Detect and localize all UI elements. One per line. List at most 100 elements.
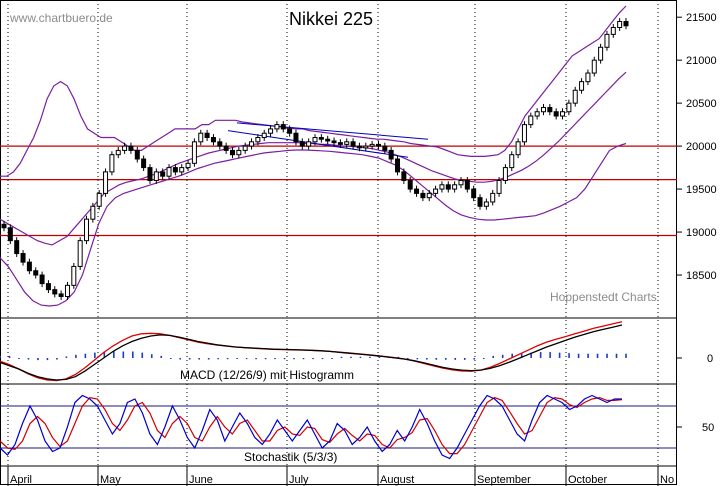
candle-body: [604, 33, 610, 48]
candle-body: [407, 179, 413, 190]
chart-frame: [0, 0, 677, 485]
candle: [356, 142, 362, 152]
candle-body: [293, 132, 299, 143]
y-tick-label: 21500: [686, 12, 717, 24]
candle-body: [458, 179, 464, 186]
candle: [198, 129, 204, 146]
candle: [299, 138, 305, 150]
candle-body: [7, 227, 13, 242]
candle: [14, 237, 20, 257]
candle-body: [356, 145, 362, 149]
candle-body: [560, 111, 566, 117]
macd-histogram-bar: [131, 351, 134, 358]
candle-body: [210, 137, 216, 143]
candle-body: [84, 218, 90, 242]
candle: [312, 134, 318, 146]
candle-body: [14, 240, 20, 255]
candle-body: [426, 192, 432, 199]
candle-body: [96, 192, 102, 207]
candle: [20, 250, 26, 266]
candle-body: [452, 184, 458, 190]
candle: [509, 151, 515, 172]
plot-border: [0, 0, 677, 485]
macd-histogram-bar: [160, 355, 163, 358]
candle-body: [103, 171, 109, 194]
candle-body: [109, 154, 115, 173]
candle: [26, 258, 32, 275]
chart-title: Nikkei 225: [289, 9, 373, 29]
y-tick-label: 0: [707, 353, 713, 365]
trendline-upper: [236, 122, 429, 140]
candle: [407, 177, 413, 193]
candle-body: [191, 141, 197, 164]
candle-body: [71, 265, 77, 286]
candle-body: [198, 132, 204, 143]
macd-histogram-bar: [407, 358, 409, 359]
x-tick-label: September: [477, 474, 531, 486]
candle: [598, 43, 604, 64]
candle: [560, 108, 566, 120]
candle-body: [274, 124, 280, 130]
macd-histogram-bar: [46, 358, 49, 361]
candle-body: [490, 192, 496, 203]
macd-histogram-bar: [444, 358, 447, 360]
candle-body: [160, 171, 166, 177]
macd-histogram-bar: [530, 352, 532, 358]
macd-histogram-bar: [587, 353, 589, 358]
candle: [420, 189, 426, 202]
candle-body: [439, 184, 445, 190]
x-tick-label: October: [568, 474, 607, 486]
candle-body: [299, 141, 305, 147]
candle-body: [598, 46, 604, 61]
candle-body: [1, 223, 7, 229]
macd-histogram-bar: [56, 358, 58, 360]
candle: [496, 177, 502, 197]
candle: [426, 189, 432, 202]
macd-histogram-bar: [577, 353, 580, 358]
y-axis-ticks: 18500 19000 19500 20000 20500 21000 21500 0 50: [677, 12, 717, 434]
candle-body: [312, 137, 318, 143]
macd-histogram-bar: [463, 358, 466, 360]
candle-body: [204, 132, 210, 139]
macd-histogram-bar: [558, 352, 561, 358]
candle-body: [547, 106, 553, 113]
candle: [90, 202, 96, 223]
candle: [96, 189, 102, 210]
macd-histogram-bar: [435, 358, 438, 360]
macd-histogram-bar: [236, 358, 238, 359]
candle-body: [318, 137, 324, 140]
candle-body: [249, 141, 255, 147]
candle: [128, 142, 134, 154]
candle: [52, 286, 58, 298]
candle: [395, 155, 401, 176]
candle: [274, 121, 280, 133]
macd-histogram-bar: [350, 356, 352, 358]
macd-histogram-bar: [226, 358, 229, 360]
candle-body: [579, 81, 585, 91]
candle-body: [134, 149, 140, 160]
candle: [64, 281, 70, 300]
candle: [540, 103, 546, 116]
candle-body: [350, 141, 356, 147]
macd-histogram-bar: [150, 354, 153, 358]
candle: [210, 134, 216, 146]
candle-body: [280, 124, 286, 130]
candle: [268, 125, 274, 137]
x-axis-ticks: April May June July August September October No: [7, 466, 674, 486]
stoch-panel: [0, 394, 677, 460]
candle: [109, 151, 115, 176]
macd-histogram-bar: [188, 358, 191, 360]
candle: [287, 125, 293, 137]
price-panel: [0, 5, 677, 307]
stoch-k-line: [0, 394, 622, 460]
candle: [617, 18, 623, 31]
candle: [439, 181, 445, 193]
candle: [33, 267, 39, 279]
candle-body: [471, 188, 477, 199]
candle-body: [382, 145, 388, 151]
candle: [293, 129, 299, 146]
y-tick-label: 20500: [686, 98, 717, 110]
candle-body: [166, 167, 172, 177]
candle-body: [147, 167, 153, 181]
x-tick-label: July: [289, 474, 309, 486]
